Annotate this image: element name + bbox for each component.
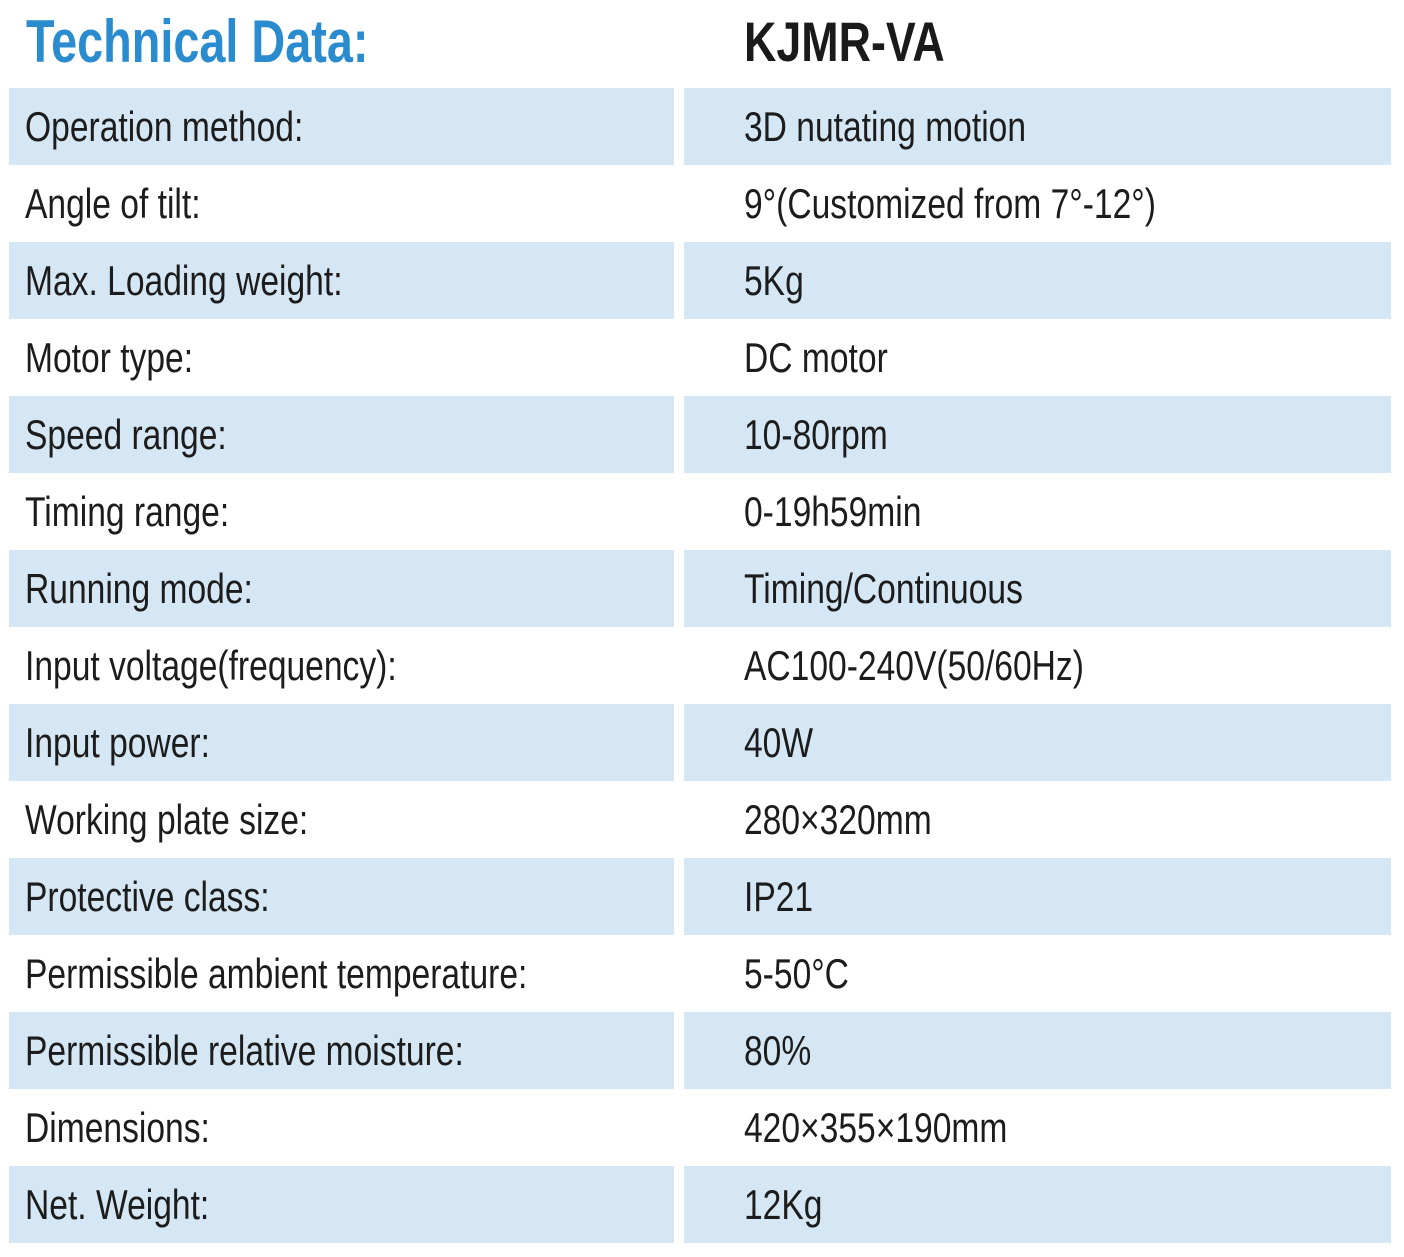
spec-row-relative-moisture: Permissible relative moisture: 80% xyxy=(9,1012,1391,1089)
spec-value: 280×320mm xyxy=(744,796,932,843)
spec-value: 80% xyxy=(684,1012,1391,1089)
spec-label: Permissible relative moisture: xyxy=(9,1012,674,1089)
spec-label: Dimensions: xyxy=(25,1104,210,1151)
spec-value: 0-19h59min xyxy=(744,488,922,535)
spec-table: Operation method: 3D nutating motion Ang… xyxy=(9,88,1391,1243)
spec-row-working-plate-size: Working plate size: 280×320mm xyxy=(9,781,1391,858)
spec-label: Motor type: xyxy=(25,334,194,381)
spec-label: Operation method: xyxy=(9,88,674,165)
spec-label: Speed range: xyxy=(9,396,674,473)
spec-value: 3D nutating motion xyxy=(684,88,1391,165)
spec-label: Permissible ambient temperature: xyxy=(25,950,528,997)
spec-row-protective-class: Protective class: IP21 xyxy=(9,858,1391,935)
spec-label: Protective class: xyxy=(9,858,674,935)
spec-value: 10-80rpm xyxy=(684,396,1391,473)
spec-row-speed-range: Speed range: 10-80rpm xyxy=(9,396,1391,473)
spec-label: Running mode: xyxy=(9,550,674,627)
page-title: Technical Data: xyxy=(26,8,369,75)
spec-value: AC100-240V(50/60Hz) xyxy=(744,642,1084,689)
model-name: KJMR-VA xyxy=(744,10,945,73)
spec-value: Timing/Continuous xyxy=(684,550,1391,627)
spec-row-running-mode: Running mode: Timing/Continuous xyxy=(9,550,1391,627)
spec-value: 40W xyxy=(684,704,1391,781)
spec-row-input-voltage: Input voltage(frequency): AC100-240V(50/… xyxy=(9,627,1391,704)
spec-label: Working plate size: xyxy=(25,796,309,843)
spec-row-net-weight: Net. Weight: 12Kg xyxy=(9,1166,1391,1243)
spec-value: IP21 xyxy=(684,858,1391,935)
spec-row-motor-type: Motor type: DC motor xyxy=(9,319,1391,396)
spec-row-dimensions: Dimensions: 420×355×190mm xyxy=(9,1089,1391,1166)
spec-value: 9°(Customized from 7°-12°) xyxy=(744,180,1156,227)
spec-row-operation-method: Operation method: 3D nutating motion xyxy=(9,88,1391,165)
spec-value: 5-50°C xyxy=(744,950,849,997)
spec-value: 12Kg xyxy=(684,1166,1391,1243)
spec-row-ambient-temperature: Permissible ambient temperature: 5-50°C xyxy=(9,935,1391,1012)
spec-label: Max. Loading weight: xyxy=(9,242,674,319)
spec-value: DC motor xyxy=(744,334,888,381)
spec-label: Input power: xyxy=(9,704,674,781)
spec-row-input-power: Input power: 40W xyxy=(9,704,1391,781)
spec-label: Angle of tilt: xyxy=(25,180,201,227)
spec-row-timing-range: Timing range: 0-19h59min xyxy=(9,473,1391,550)
spec-row-max-loading-weight: Max. Loading weight: 5Kg xyxy=(9,242,1391,319)
spec-label: Timing range: xyxy=(25,488,230,535)
spec-label: Input voltage(frequency): xyxy=(25,642,397,689)
spec-label: Net. Weight: xyxy=(9,1166,674,1243)
spec-value: 420×355×190mm xyxy=(744,1104,1008,1151)
spec-row-angle-of-tilt: Angle of tilt: 9°(Customized from 7°-12°… xyxy=(9,165,1391,242)
spec-value: 5Kg xyxy=(684,242,1391,319)
